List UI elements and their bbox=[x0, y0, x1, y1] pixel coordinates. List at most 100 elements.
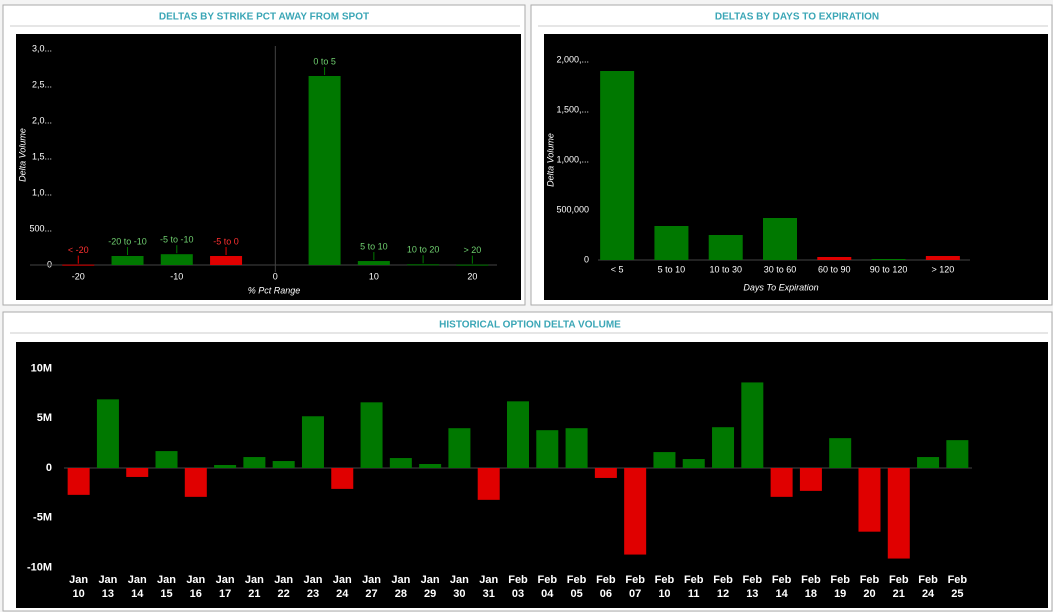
x-tick-label: Feb bbox=[948, 574, 968, 586]
x-tick-label: 25 bbox=[951, 588, 963, 600]
bar bbox=[565, 428, 588, 468]
bar-label: -5 to -10 bbox=[160, 235, 194, 245]
x-tick-label: 10 bbox=[658, 588, 670, 600]
bar bbox=[210, 256, 243, 265]
y-tick-label: 500... bbox=[29, 223, 52, 233]
x-tick-label: Feb bbox=[655, 574, 675, 586]
x-tick-label: 16 bbox=[190, 588, 202, 600]
x-tick-label: Feb bbox=[508, 574, 528, 586]
y-tick-label: 2,000,... bbox=[556, 54, 589, 64]
bar bbox=[357, 261, 390, 265]
bar bbox=[407, 264, 440, 266]
x-tick-label: 21 bbox=[893, 588, 905, 600]
x-tick-label: Jan bbox=[69, 574, 88, 586]
y-tick-label: 5M bbox=[37, 412, 52, 424]
x-tick-label: Jan bbox=[216, 574, 235, 586]
x-tick-label: 60 to 90 bbox=[818, 264, 851, 274]
bar bbox=[946, 440, 969, 468]
bar-label: > 20 bbox=[463, 245, 481, 255]
bar bbox=[160, 254, 193, 265]
bar bbox=[887, 468, 910, 559]
x-tick-label: 5 to 10 bbox=[658, 264, 686, 274]
chart-title: HISTORICAL OPTION DELTA VOLUME bbox=[439, 320, 621, 331]
bar bbox=[331, 468, 354, 489]
x-tick-label: Feb bbox=[830, 574, 850, 586]
y-tick-label: -10M bbox=[27, 561, 52, 573]
x-tick-label: Jan bbox=[245, 574, 264, 586]
x-tick-label: < 5 bbox=[611, 264, 624, 274]
y-tick-label: 3,0... bbox=[32, 43, 52, 53]
y-tick-label: 0 bbox=[46, 462, 52, 474]
x-tick-label: Feb bbox=[860, 574, 880, 586]
y-axis-label: Delta Volume bbox=[545, 133, 555, 187]
chart-title: DELTAS BY STRIKE PCT AWAY FROM SPOT bbox=[159, 12, 369, 23]
x-tick-label: Jan bbox=[128, 574, 147, 586]
bar bbox=[214, 465, 237, 468]
x-tick-label: 24 bbox=[336, 588, 349, 600]
x-tick-label: Jan bbox=[303, 574, 322, 586]
x-tick-label: -10 bbox=[170, 271, 183, 281]
bar bbox=[155, 451, 178, 468]
bar bbox=[507, 401, 529, 468]
plot-area bbox=[16, 34, 521, 300]
x-tick-label: 31 bbox=[483, 588, 495, 600]
y-tick-label: 2,5... bbox=[32, 79, 52, 89]
x-tick-label: 28 bbox=[395, 588, 407, 600]
bar bbox=[925, 256, 960, 260]
x-tick-label: 07 bbox=[629, 588, 641, 600]
bar bbox=[360, 402, 383, 468]
x-tick-label: Jan bbox=[274, 574, 293, 586]
x-tick-label: Feb bbox=[772, 574, 792, 586]
x-tick-label: 12 bbox=[717, 588, 729, 600]
y-axis-label: Delta Volume bbox=[17, 128, 27, 182]
chart-title: DELTAS BY DAYS TO EXPIRATION bbox=[715, 12, 879, 23]
x-tick-label: 06 bbox=[600, 588, 612, 600]
x-tick-label: 11 bbox=[688, 588, 700, 600]
x-tick-label: 22 bbox=[278, 588, 290, 600]
x-tick-label: 30 to 60 bbox=[764, 264, 797, 274]
x-tick-label: Jan bbox=[157, 574, 176, 586]
bar bbox=[301, 416, 324, 468]
x-tick-label: 19 bbox=[834, 588, 846, 600]
x-tick-label: > 120 bbox=[931, 264, 954, 274]
bar bbox=[62, 264, 95, 266]
x-tick-label: Jan bbox=[362, 574, 381, 586]
bar bbox=[272, 461, 295, 468]
x-tick-label: 14 bbox=[775, 588, 788, 600]
bar bbox=[67, 468, 90, 495]
x-tick-label: Feb bbox=[684, 574, 704, 586]
x-tick-label: 10 bbox=[73, 588, 85, 600]
x-tick-label: 30 bbox=[453, 588, 465, 600]
x-tick-label: 0 bbox=[273, 271, 278, 281]
bar bbox=[111, 256, 144, 265]
bar bbox=[708, 235, 743, 260]
bar bbox=[536, 430, 559, 468]
x-tick-label: 10 to 30 bbox=[709, 264, 742, 274]
bar bbox=[389, 458, 412, 468]
bar-label: 5 to 10 bbox=[360, 241, 388, 251]
bar bbox=[654, 226, 689, 260]
x-tick-label: 24 bbox=[922, 588, 935, 600]
x-tick-label: Feb bbox=[918, 574, 938, 586]
x-tick-label: 17 bbox=[219, 588, 231, 600]
bar bbox=[712, 427, 735, 468]
x-tick-label: Feb bbox=[596, 574, 616, 586]
bar bbox=[243, 457, 266, 468]
x-tick-label: 20 bbox=[467, 271, 477, 281]
x-tick-label: 04 bbox=[541, 588, 554, 600]
bar bbox=[126, 468, 149, 477]
bar bbox=[871, 259, 906, 260]
x-tick-label: Feb bbox=[625, 574, 645, 586]
bar bbox=[770, 468, 793, 497]
x-tick-label: Jan bbox=[479, 574, 498, 586]
x-tick-label: Jan bbox=[186, 574, 205, 586]
x-axis-label: Days To Expiration bbox=[743, 282, 818, 292]
x-tick-label: Feb bbox=[567, 574, 587, 586]
x-tick-label: 13 bbox=[102, 588, 114, 600]
bar bbox=[456, 264, 489, 266]
bar bbox=[96, 399, 119, 468]
y-tick-label: 1,000,... bbox=[556, 154, 589, 164]
x-tick-label: 10 bbox=[369, 271, 379, 281]
bar bbox=[799, 468, 822, 491]
